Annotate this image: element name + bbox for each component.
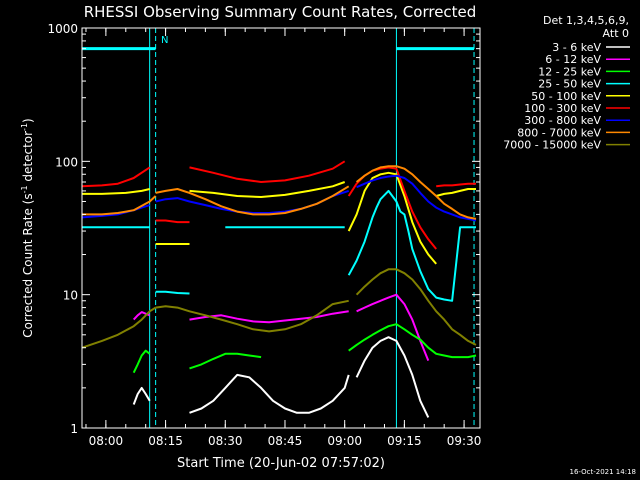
y-axis-label-part1: Corrected Count Rate (s: [21, 193, 35, 337]
legend-label-6: 300 - 800 keV: [524, 114, 601, 127]
series-line-4-3: [347, 171, 437, 265]
series-line-4-4: [435, 188, 476, 197]
plot-frame: [81, 27, 481, 429]
series-line-3-1: [155, 290, 190, 295]
x-tick-label: 08:15: [148, 434, 183, 448]
series-line-4-2: [189, 181, 346, 198]
series-2: [132, 323, 477, 374]
series-line-2-2: [348, 323, 477, 359]
legend-label-3: 25 - 50 keV: [538, 78, 601, 91]
series-line-7-1: [155, 185, 350, 216]
series-line-1-2: [356, 293, 430, 361]
y-tick-label: 100: [55, 155, 78, 169]
legend-header-line1: Det 1,3,4,5,6,9,: [543, 14, 629, 27]
flag-label: N: [161, 35, 168, 46]
series-line-7-0: [82, 195, 157, 216]
x-tick-label: 09:15: [387, 434, 422, 448]
footer-date: 16-Oct-2021 14:18: [570, 468, 636, 476]
axes: 08:00 08:15 08:30 08:45 09:00 09:15 09:30 1 10 10…: [47, 22, 481, 448]
x-tick-label: 09:30: [447, 434, 482, 448]
x-tick-label: 08:00: [89, 434, 124, 448]
legend-label-0: 3 - 6 keV: [552, 41, 601, 54]
series-line-1-1: [189, 310, 349, 324]
series-0: [132, 336, 430, 418]
y-axis-label-part3: ): [21, 118, 35, 123]
legend-label-7: 800 - 7000 keV: [517, 126, 601, 139]
legend-label-1: 6 - 12 keV: [545, 53, 601, 66]
series-4: [82, 171, 476, 265]
y-tick-label: 1000: [47, 22, 78, 36]
series-line-8-2: [355, 268, 477, 346]
series-line-7-2: [355, 165, 477, 220]
series-line-8-1: [155, 299, 349, 333]
series-8: [81, 268, 477, 349]
legend-label-8: 7000 - 15000 keV: [503, 139, 601, 152]
legend-label-4: 50 - 100 keV: [531, 90, 601, 103]
y-tick-label: 1: [70, 422, 78, 436]
legend-label-5: 100 - 300 keV: [524, 102, 601, 115]
series-line-0-1: [189, 373, 350, 414]
x-tick-label: 08:30: [208, 434, 243, 448]
x-tick-label: 09:00: [327, 434, 362, 448]
series-line-6-0: [81, 204, 151, 219]
chart-title: RHESSI Observing Summary Count Rates, Co…: [84, 3, 477, 21]
series-line-3-3: [347, 189, 476, 302]
y-axis-label-part2: detector: [21, 131, 35, 186]
series-3: [82, 189, 476, 302]
y-tick-label: 10: [63, 289, 78, 303]
series-line-2-1: [189, 352, 262, 370]
legend-header-line2: Att 0: [603, 27, 629, 40]
series-line-6-2: [356, 174, 477, 222]
series-lines: [81, 160, 477, 418]
y-axis-label-sup2: -1: [20, 123, 29, 131]
series-line-5-4: [436, 182, 476, 188]
series-line-2-0: [132, 349, 151, 374]
x-tick-label: 08:45: [268, 434, 303, 448]
series-7: [82, 165, 477, 220]
y-axis-label: Corrected Count Rate (s-1 detector-1): [20, 118, 35, 337]
series-line-8-0: [81, 306, 157, 349]
y-axis-label-sup1: -1: [20, 185, 29, 193]
series-line-5-0: [81, 166, 151, 188]
series-line-5-1: [155, 219, 190, 224]
series-line-0-0: [132, 386, 151, 405]
series-line-4-0: [82, 188, 150, 195]
series-line-0-2: [355, 336, 430, 418]
legend-label-2: 12 - 25 keV: [538, 65, 601, 78]
x-axis-label: Start Time (20-Jun-02 07:57:02): [177, 456, 385, 471]
series-line-5-2: [189, 160, 346, 183]
